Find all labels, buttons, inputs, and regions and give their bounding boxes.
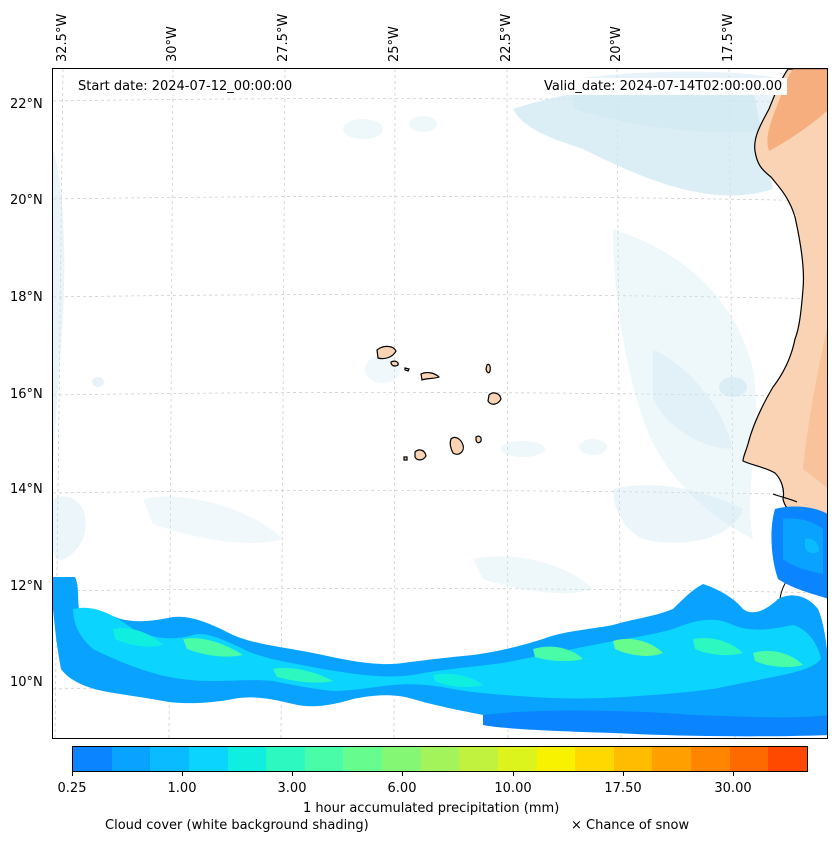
gambia-coast <box>772 493 798 503</box>
cloud-patch-southeast <box>613 485 743 543</box>
map-canvas <box>53 69 827 738</box>
cape-verde-islands <box>376 345 502 461</box>
lat-label-10n: 10°N <box>10 675 43 690</box>
colorbar-segment-1 <box>111 747 151 771</box>
island-sal <box>485 363 491 374</box>
snow-legend: × Chance of snow <box>571 818 690 833</box>
colorbar-segment-15 <box>652 747 691 771</box>
colorbar-tickmark <box>513 772 514 776</box>
colorbar-segment-9 <box>420 747 460 771</box>
cloud-blob-1 <box>343 119 383 139</box>
cloud-blob-3 <box>719 377 747 397</box>
cloud-patch-west-low <box>53 496 86 560</box>
colorbar-segment-5 <box>266 747 305 771</box>
colorbar-tick-label: 17.50 <box>604 781 642 796</box>
cloud-blob-4 <box>501 441 545 457</box>
cloud-patch-south-mid <box>473 556 593 594</box>
colorbar-tickmark <box>292 772 293 776</box>
africa-desert-shading <box>767 69 827 151</box>
colorbar-tickmark <box>72 772 73 776</box>
colorbar-tick-label: 10.00 <box>494 781 532 796</box>
island-brava <box>403 456 408 461</box>
colorbar-segment-4 <box>227 747 267 771</box>
colorbar-tick-label: 1.00 <box>167 781 197 796</box>
colorbar-tick-label: 6.00 <box>387 781 417 796</box>
start-date-label: Start date: 2024-07-12_00:00:00 <box>73 78 298 95</box>
cloud-blob-6 <box>92 377 104 387</box>
colorbar-tick-label: 3.00 <box>277 781 307 796</box>
lat-label-20n: 20°N <box>10 193 43 208</box>
lat-label-14n: 14°N <box>10 482 43 497</box>
africa-coast-land <box>742 69 827 520</box>
colorbar-segment-18 <box>768 747 807 771</box>
island-sao-nicolau <box>420 371 441 381</box>
lon-label-32-5w: 32.5°W <box>55 13 70 62</box>
colorbar-segment-11 <box>497 747 537 771</box>
island-santo-antao <box>376 345 397 360</box>
cloud-cover-shading <box>53 71 783 594</box>
lon-label-27-5w: 27.5°W <box>276 13 291 62</box>
colorbar-tick-label: 30.00 <box>714 781 752 796</box>
africa-inland-shading <box>803 328 827 488</box>
lon-label-22-5w: 22.5°W <box>499 13 514 62</box>
lat-label-22n: 22°N <box>10 97 43 112</box>
lon-label-30w: 30°W <box>165 26 180 62</box>
colorbar-segment-2 <box>150 747 189 771</box>
colorbar-tickmark <box>182 772 183 776</box>
island-santiago <box>449 436 464 455</box>
colorbar-segment-13 <box>575 747 614 771</box>
cloud-patch-west-edge <box>53 149 65 489</box>
lon-label-25w: 25°W <box>387 26 402 62</box>
lat-label-12n: 12°N <box>10 579 43 594</box>
lat-label-18n: 18°N <box>10 290 43 305</box>
colorbar-segment-14 <box>613 747 653 771</box>
colorbar-segment-8 <box>382 747 421 771</box>
lat-label-16n: 16°N <box>10 387 43 402</box>
island-santa-luzia <box>404 367 410 372</box>
colorbar-segment-3 <box>188 747 228 771</box>
valid-date-label: Valid_date: 2024-07-14T02:00:00.00 <box>539 78 788 95</box>
colorbar-segment-6 <box>304 747 344 771</box>
map-panel <box>52 68 828 739</box>
cloud-blob-5 <box>579 439 607 455</box>
colorbar-segment-12 <box>536 747 576 771</box>
precipitation-colorbar <box>72 746 808 772</box>
precip-southeast <box>771 506 827 599</box>
island-fogo <box>414 449 427 461</box>
lon-label-20w: 20°W <box>609 26 624 62</box>
colorbar-segment-10 <box>459 747 498 771</box>
island-sao-vicente <box>390 360 399 367</box>
colorbar-tickmark <box>402 772 403 776</box>
colorbar-tickmark <box>623 772 624 776</box>
cloud-cover-legend: Cloud cover (white background shading) <box>105 818 369 833</box>
colorbar-segment-16 <box>691 747 730 771</box>
cloud-patch-east-coastal <box>613 229 756 539</box>
island-maio <box>475 435 482 444</box>
lon-label-17-5w: 17.5°W <box>721 13 736 62</box>
colorbar-tickmark <box>733 772 734 776</box>
precip-south-band <box>53 577 827 737</box>
cloud-blob-2 <box>409 116 437 132</box>
cloud-patch-east-inner <box>653 349 733 449</box>
colorbar-tick-label: 0.25 <box>57 781 87 796</box>
colorbar-segment-17 <box>729 747 769 771</box>
island-boa-vista <box>487 392 502 405</box>
colorbar-label: 1 hour accumulated precipitation (mm) <box>303 801 560 816</box>
colorbar-segment-7 <box>343 747 382 771</box>
cloud-patch-central <box>143 496 283 544</box>
colorbar-segment-0 <box>73 747 112 771</box>
